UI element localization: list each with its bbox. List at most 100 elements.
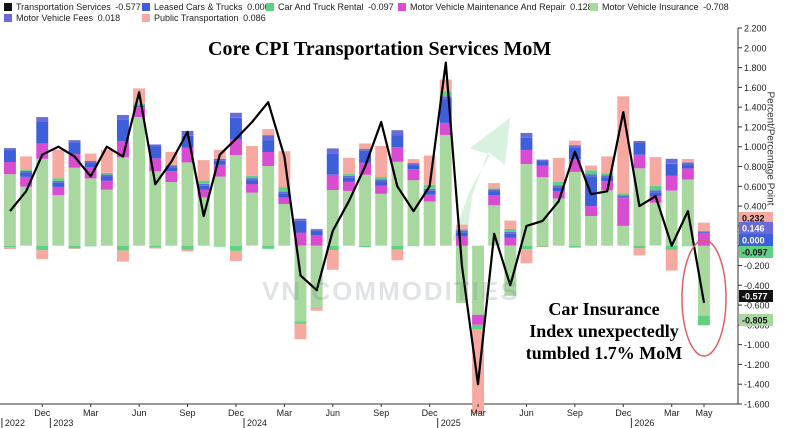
x-tick-label: Jun <box>326 408 341 418</box>
bar-segment <box>246 178 258 181</box>
bar-segment <box>326 174 339 190</box>
bar-segment <box>181 249 194 252</box>
latest-value-tag <box>739 314 773 326</box>
bar-segment <box>133 105 145 108</box>
bar-segment <box>359 174 371 246</box>
y-tick-label: -0.600 <box>744 301 770 311</box>
legend-item-public-transportation[interactable]: Public Transportation 0.086 <box>142 13 266 24</box>
bar-segment <box>197 197 210 246</box>
bar-segment <box>4 161 16 175</box>
bar-segment <box>633 141 646 143</box>
bar-segment <box>681 168 694 180</box>
bar-segment <box>213 245 226 247</box>
legend-item-transportation-services[interactable]: Transportation Services -0.577 <box>4 2 141 13</box>
bar-segment <box>20 171 33 173</box>
bar-segment <box>568 140 581 146</box>
bar-segment <box>100 176 113 181</box>
bar-segment <box>246 184 258 193</box>
bar-segment <box>375 177 388 180</box>
bar-segment <box>617 225 630 246</box>
legend-swatch <box>398 3 406 11</box>
bar-segment <box>665 245 678 250</box>
bar-segment <box>326 245 339 251</box>
legend-swatch <box>4 3 12 11</box>
bar-segment <box>117 141 129 158</box>
latest-value-label: -0.097 <box>742 248 768 258</box>
x-tick-label: Jun <box>132 408 147 418</box>
y-tick-label: 0.600 <box>744 182 767 192</box>
legend-label: Motor Vehicle Maintenance And Repair <box>410 2 566 12</box>
transportation-services-line <box>9 61 706 386</box>
bar-segment <box>407 159 420 164</box>
bar-segment <box>439 123 452 135</box>
bar-segment <box>536 159 549 162</box>
latest-value-tag <box>739 234 773 246</box>
bar-segment <box>165 151 178 166</box>
bar-segment <box>504 245 517 296</box>
bar-segment <box>585 165 597 171</box>
bar-segment <box>359 150 371 163</box>
x-tick-label: Mar <box>664 408 680 418</box>
x-tick-label: Dec <box>34 408 51 418</box>
bar-segment <box>536 246 549 247</box>
bar-segment <box>601 177 614 182</box>
bar-segment <box>633 245 646 249</box>
bar-segment <box>68 167 81 246</box>
bar-segment <box>488 191 501 196</box>
bar-segment <box>649 157 662 186</box>
x-year-label: 2025 <box>441 418 461 428</box>
bar-segment <box>246 175 258 179</box>
legend-item-leased-cars-trucks[interactable]: Leased Cars & Trucks 0.000 <box>142 2 270 13</box>
bar-segment <box>423 155 436 185</box>
y-axis-title-text: Percent/Percentage Point <box>764 91 776 206</box>
latest-value-label: -0.805 <box>742 316 768 326</box>
bar-segment <box>4 247 16 249</box>
legend-swatch <box>4 14 12 22</box>
legend-item-car-truck-rental[interactable]: Car And Truck Rental -0.097 <box>266 2 394 13</box>
bar-segment <box>552 181 565 186</box>
bar-segment <box>552 191 565 199</box>
bar-segment <box>117 245 129 251</box>
bar-segment <box>375 181 388 186</box>
y-tick-label: -1.000 <box>744 340 770 350</box>
bar-segment <box>407 165 420 170</box>
bar-segment <box>455 230 468 233</box>
latest-value-label: -0.577 <box>742 292 768 302</box>
bar-segment <box>4 150 16 162</box>
bar-segment <box>665 158 678 164</box>
legend-item-maintenance-repair[interactable]: Motor Vehicle Maintenance And Repair 0.1… <box>398 2 593 13</box>
bar-segment <box>20 186 33 246</box>
bar-segment <box>455 245 468 303</box>
bar-segment <box>391 147 404 162</box>
x-tick-label: Sep <box>373 408 389 418</box>
legend-item-motor-vehicle-fees[interactable]: Motor Vehicle Fees 0.018 <box>4 13 120 24</box>
bar-segment <box>133 107 145 118</box>
bar-segment <box>520 149 533 165</box>
bar-segment <box>681 162 694 165</box>
bar-segment <box>181 147 194 163</box>
legend-label: Motor Vehicle Fees <box>16 13 94 23</box>
bar-segment <box>84 166 97 179</box>
bar-segment <box>36 143 49 159</box>
bar-segment <box>68 245 81 249</box>
bar-segment <box>100 189 113 246</box>
bar-segment <box>698 245 710 316</box>
bar-segment <box>100 180 113 190</box>
y-tick-label: 2.000 <box>744 43 767 53</box>
y-tick-label: 0.400 <box>744 202 767 212</box>
bar-segment <box>262 129 275 136</box>
bar-segment <box>213 164 226 177</box>
bar-segment <box>698 222 710 232</box>
bar-segment <box>181 135 194 148</box>
x-tick-label: May <box>695 408 713 418</box>
bar-segment <box>52 180 65 183</box>
legend-item-motor-vehicle-insurance[interactable]: Motor Vehicle Insurance -0.708 <box>590 2 729 13</box>
bar-segment <box>52 195 65 246</box>
bar-segment <box>423 188 436 191</box>
bar-segment <box>439 79 452 92</box>
bar-segment <box>294 218 307 221</box>
bar-segment <box>649 192 662 197</box>
bar-segment <box>310 228 323 230</box>
bar-segment <box>488 188 501 190</box>
